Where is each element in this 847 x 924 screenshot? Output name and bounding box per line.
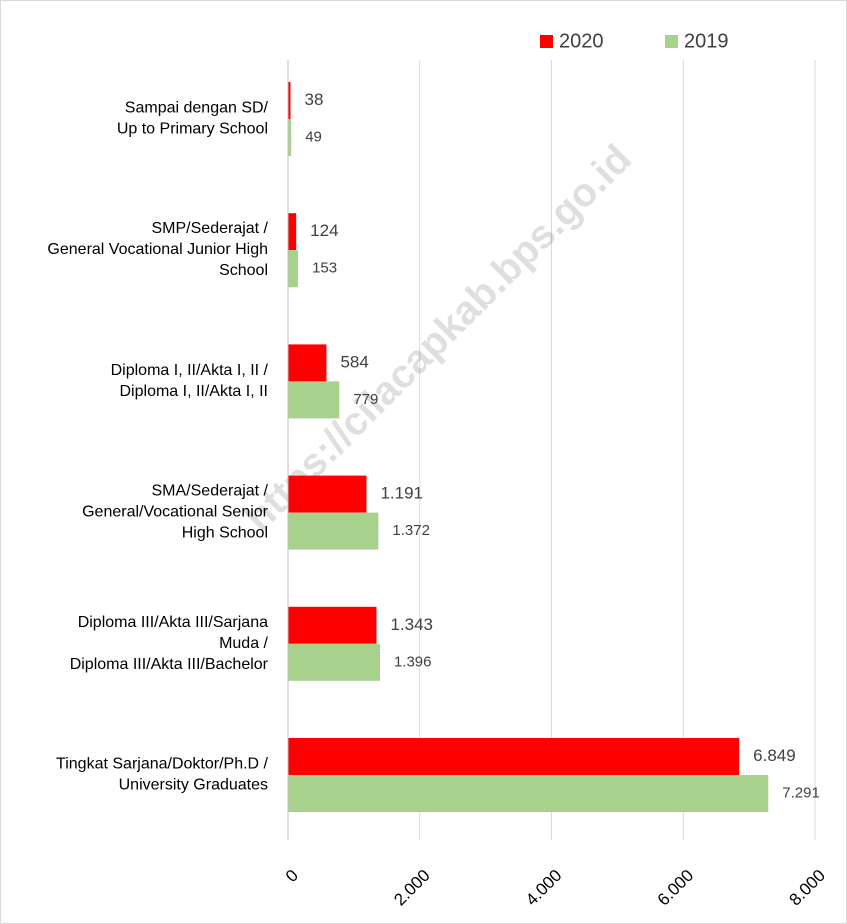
value-label: 153 xyxy=(312,260,337,277)
legend-label: 2019 xyxy=(684,30,729,52)
bar xyxy=(288,381,340,419)
category-label: Diploma III/Akta III/Sarjana Muda / Diplom… xyxy=(70,614,269,673)
legend-swatch xyxy=(665,35,678,48)
value-label: 1.343 xyxy=(390,615,433,634)
bar xyxy=(288,643,380,681)
value-label: 779 xyxy=(353,391,378,408)
legend-label: 2020 xyxy=(559,30,604,52)
bar xyxy=(288,775,769,812)
value-label: 124 xyxy=(310,221,338,240)
category-label: Tingkat Sarjana/Doktor/Ph.D / University … xyxy=(56,756,269,794)
value-label: 7.291 xyxy=(782,784,820,801)
value-label: 1.372 xyxy=(392,522,430,539)
bar xyxy=(288,475,367,513)
bar xyxy=(288,82,291,119)
value-label: 49 xyxy=(305,128,322,145)
bar xyxy=(288,512,379,550)
bar xyxy=(288,250,299,288)
bar xyxy=(288,213,297,251)
value-label: 38 xyxy=(305,90,324,109)
value-label: 1.396 xyxy=(394,653,432,670)
value-label: 584 xyxy=(340,352,368,371)
bar xyxy=(288,606,377,644)
bar xyxy=(288,119,292,156)
category-label: SMP/Sederajat / General Vocational Junior… xyxy=(47,220,268,279)
value-label: 1.191 xyxy=(380,484,423,503)
category-label: Sampai dengan SD/Up to Primary School xyxy=(117,100,269,138)
bar xyxy=(288,344,327,382)
legend-swatch xyxy=(540,35,553,48)
value-label: 6.849 xyxy=(753,746,796,765)
category-label: Diploma I, II/Akta I, II / Diploma I, II/… xyxy=(111,362,269,400)
category-label: SMA/Sederajat / General/Vocational Senior… xyxy=(82,483,269,542)
bar xyxy=(288,738,740,775)
